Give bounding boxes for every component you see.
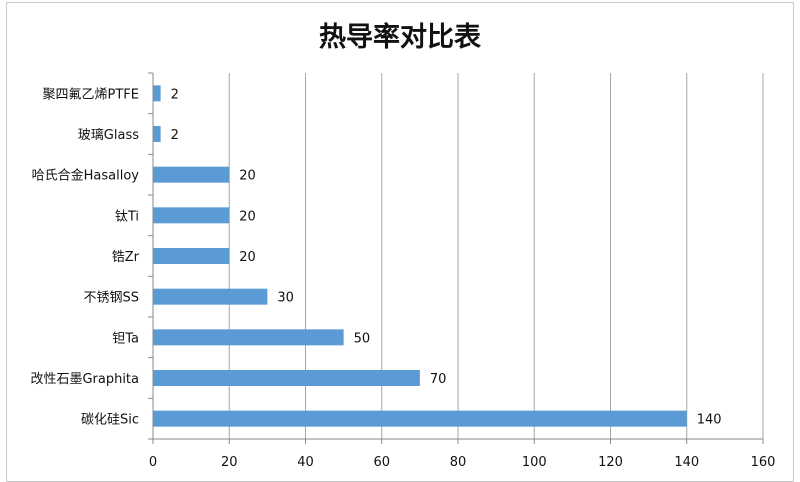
category-label: 锆Zr xyxy=(112,250,140,265)
x-tick-label: 60 xyxy=(373,455,390,470)
bar xyxy=(153,85,161,102)
data-label: 140 xyxy=(697,413,722,428)
data-label: 70 xyxy=(430,372,447,387)
x-tick-label: 140 xyxy=(674,455,699,470)
bar xyxy=(153,329,344,346)
x-tick-label: 100 xyxy=(522,455,547,470)
category-label: 改性石墨Graphita xyxy=(30,372,139,387)
data-label: 20 xyxy=(239,169,256,184)
data-label: 30 xyxy=(277,291,294,306)
category-label: 碳化硅Sic xyxy=(81,413,139,428)
data-label: 2 xyxy=(171,87,179,102)
bar xyxy=(153,126,161,142)
bar xyxy=(153,410,687,427)
x-tick-label: 20 xyxy=(221,455,238,470)
data-label: 20 xyxy=(239,209,256,224)
bar xyxy=(153,248,230,264)
bar xyxy=(153,207,230,224)
x-tick-label: 0 xyxy=(149,455,157,470)
x-tick-label: 120 xyxy=(598,455,623,470)
bar xyxy=(153,370,420,386)
category-label: 钽Ta xyxy=(112,331,139,346)
data-label: 20 xyxy=(239,250,256,265)
category-label: 聚四氟乙烯PTFE xyxy=(43,87,139,102)
x-tick-label: 80 xyxy=(450,455,467,470)
category-label: 玻璃Glass xyxy=(78,128,139,143)
chart-title: 热导率对比表 xyxy=(319,21,481,53)
category-label: 哈氏合金Hasalloy xyxy=(32,168,140,184)
category-label: 不锈钢SS xyxy=(83,291,139,306)
data-label: 50 xyxy=(354,331,371,346)
x-tick-label: 160 xyxy=(751,455,776,470)
data-label: 2 xyxy=(171,128,179,143)
bar xyxy=(153,288,268,305)
x-tick-label: 40 xyxy=(297,455,314,470)
category-label: 钛Ti xyxy=(115,209,139,224)
bar xyxy=(153,166,230,183)
